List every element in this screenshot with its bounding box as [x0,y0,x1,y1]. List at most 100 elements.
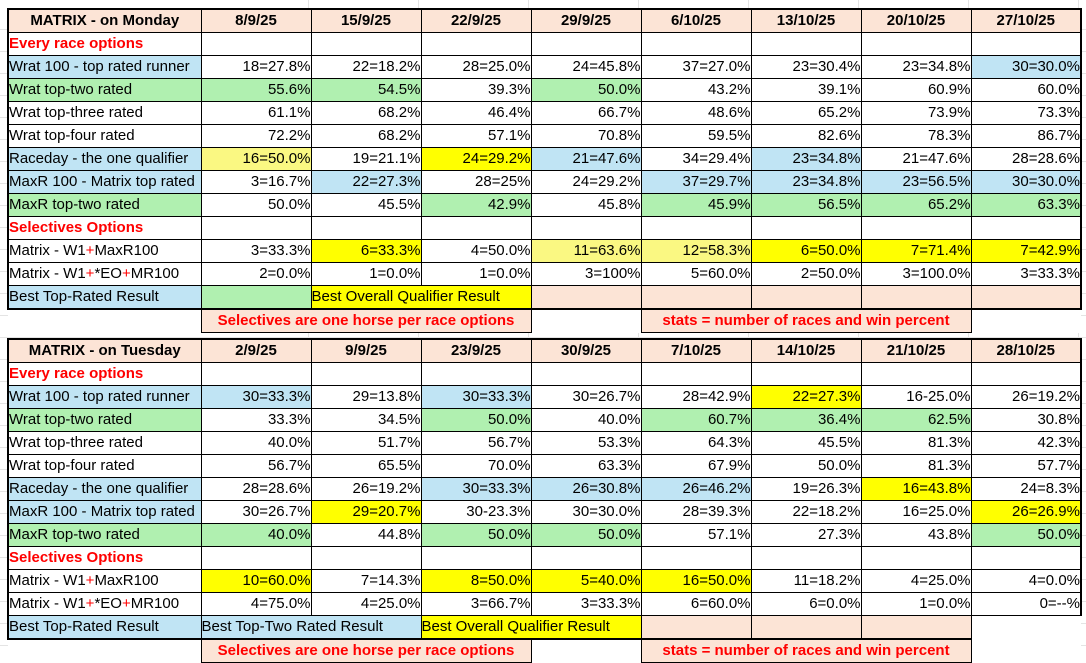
result-cell[interactable]: Best Top-Rated Result [7,615,202,640]
empty-cell[interactable] [860,615,972,640]
value-cell[interactable]: 4=25.0% [860,569,972,593]
value-cell[interactable]: 19=26.3% [750,477,862,501]
value-cell[interactable]: 72.2% [200,124,312,148]
row-label[interactable]: MaxR 100 - Matrix top rated [7,500,202,524]
value-cell[interactable]: 0=--% [970,592,1082,616]
empty-cell[interactable] [860,285,972,310]
row-label[interactable]: MaxR top-two rated [7,193,202,217]
date-header[interactable]: 20/10/25 [860,8,972,33]
value-cell[interactable]: 50.0% [750,454,862,478]
value-cell[interactable]: 24=45.8% [530,55,642,79]
empty-cell[interactable] [530,285,642,310]
value-cell[interactable]: 44.8% [310,523,422,547]
value-cell[interactable]: 51.7% [310,431,422,455]
value-cell[interactable]: 30=30.0% [970,170,1082,194]
value-cell[interactable]: 24=29.2% [530,170,642,194]
value-cell[interactable]: 30=33.3% [420,385,532,409]
value-cell[interactable]: 28=28.6% [970,147,1082,171]
value-cell[interactable]: 6=50.0% [750,239,862,263]
empty-cell[interactable] [750,546,862,570]
value-cell[interactable]: 53.3% [530,431,642,455]
value-cell[interactable]: 65.2% [860,193,972,217]
row-label[interactable]: Wrat top-two rated [7,408,202,432]
empty-cell[interactable] [750,216,862,240]
value-cell[interactable]: 16=50.0% [640,569,752,593]
value-cell[interactable]: 82.6% [750,124,862,148]
empty-cell[interactable] [971,309,1081,333]
row-label[interactable]: Raceday - the one qualifier [7,477,202,501]
value-cell[interactable]: 57.1% [420,124,532,148]
value-cell[interactable]: 57.7% [970,454,1082,478]
value-cell[interactable]: 43.8% [860,523,972,547]
value-cell[interactable]: 39.1% [750,78,862,102]
empty-cell[interactable] [971,615,1081,639]
value-cell[interactable]: 56.7% [420,431,532,455]
value-cell[interactable]: 42.3% [970,431,1082,455]
value-cell[interactable]: 3=33.3% [970,262,1082,286]
value-cell[interactable]: 23=34.8% [750,170,862,194]
empty-cell[interactable] [860,32,972,56]
empty-cell[interactable] [420,362,532,386]
row-label[interactable]: Wrat top-two rated [7,78,202,102]
result-cell[interactable]: Best Top-Two Rated Result [200,615,422,640]
value-cell[interactable]: 26=46.2% [640,477,752,501]
date-header[interactable]: 6/10/25 [640,8,752,33]
empty-cell[interactable] [970,32,1082,56]
value-cell[interactable]: 81.3% [860,431,972,455]
date-header[interactable]: 27/10/25 [970,8,1082,33]
value-cell[interactable]: 1=0.0% [310,262,422,286]
value-cell[interactable]: 65.5% [310,454,422,478]
value-cell[interactable]: 22=18.2% [310,55,422,79]
empty-cell[interactable] [310,362,422,386]
value-cell[interactable]: 6=33.3% [310,239,422,263]
empty-cell[interactable] [640,615,752,640]
row-label[interactable]: Matrix - W1+*EO+MR100 [7,592,202,616]
value-cell[interactable]: 46.4% [420,101,532,125]
value-cell[interactable]: 26=19.2% [310,477,422,501]
date-header[interactable]: 22/9/25 [420,8,532,33]
value-cell[interactable]: 4=75.0% [200,592,312,616]
value-cell[interactable]: 30=26.7% [530,385,642,409]
empty-cell[interactable] [750,362,862,386]
value-cell[interactable]: 42.9% [420,193,532,217]
value-cell[interactable]: 11=63.6% [530,239,642,263]
value-cell[interactable]: 21=47.6% [530,147,642,171]
empty-cell[interactable] [860,546,972,570]
value-cell[interactable]: 16=50.0% [200,147,312,171]
value-cell[interactable]: 86.7% [970,124,1082,148]
value-cell[interactable]: 50.0% [530,523,642,547]
empty-cell[interactable] [970,285,1082,310]
empty-cell[interactable] [310,546,422,570]
value-cell[interactable]: 23=34.8% [860,55,972,79]
value-cell[interactable]: 3=33.3% [530,592,642,616]
value-cell[interactable]: 60.7% [640,408,752,432]
empty-cell[interactable] [420,32,532,56]
value-cell[interactable]: 50.0% [420,523,532,547]
section-label[interactable]: Selectives Options [7,216,202,240]
empty-cell[interactable] [640,362,752,386]
value-cell[interactable]: 16=43.8% [860,477,972,501]
value-cell[interactable]: 63.3% [530,454,642,478]
value-cell[interactable]: 70.8% [530,124,642,148]
value-cell[interactable]: 23=34.8% [750,147,862,171]
value-cell[interactable]: 23=56.5% [860,170,972,194]
empty-cell[interactable] [530,32,642,56]
empty-cell[interactable] [530,546,642,570]
value-cell[interactable]: 45.5% [310,193,422,217]
value-cell[interactable]: 61.1% [200,101,312,125]
value-cell[interactable]: 40.0% [200,523,312,547]
empty-cell[interactable] [530,362,642,386]
value-cell[interactable]: 34.5% [310,408,422,432]
date-header[interactable]: 30/9/25 [530,338,642,363]
row-label[interactable]: Matrix - W1+*EO+MR100 [7,262,202,286]
value-cell[interactable]: 64.3% [640,431,752,455]
empty-cell[interactable] [200,32,312,56]
row-label[interactable]: Matrix - W1+MaxR100 [7,569,202,593]
value-cell[interactable]: 4=0.0% [970,569,1082,593]
empty-cell[interactable] [200,216,312,240]
result-cell[interactable]: Best Overall Qualifier Result [310,285,532,310]
empty-cell[interactable] [310,32,422,56]
value-cell[interactable]: 34=29.4% [640,147,752,171]
value-cell[interactable]: 43.2% [640,78,752,102]
table-title[interactable]: MATRIX - on Monday [7,8,202,33]
